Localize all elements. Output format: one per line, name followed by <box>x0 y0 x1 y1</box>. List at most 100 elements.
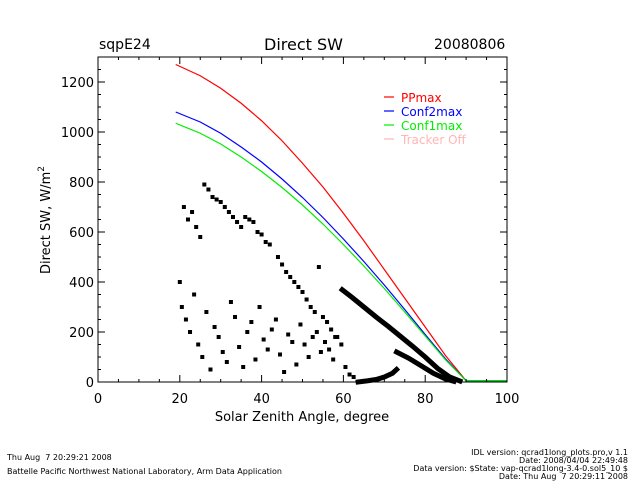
data-point <box>226 210 231 214</box>
data-point <box>177 280 182 284</box>
data-point <box>284 270 289 274</box>
data-point <box>192 292 197 297</box>
data-point <box>316 265 321 269</box>
data-point <box>335 335 340 339</box>
data-point <box>333 335 338 339</box>
curve-conf1max <box>175 122 507 382</box>
header-title: Direct SW <box>264 35 343 54</box>
data-point <box>267 242 272 247</box>
curve-conf2max <box>175 111 507 382</box>
y-tick-label: 0 <box>86 376 94 391</box>
measured-dense-series <box>338 286 464 385</box>
data-point <box>196 342 201 347</box>
y-tick-label: 1000 <box>61 126 94 141</box>
data-point <box>314 330 319 334</box>
data-layer <box>177 182 464 385</box>
header-site: sqpE24 <box>99 37 151 53</box>
data-point <box>273 317 278 322</box>
data-point <box>230 215 235 219</box>
curve-ppmax <box>175 63 507 382</box>
footer-idl-version: IDL version: qcrad1long_plots.pro,v 1.1 <box>471 448 628 457</box>
measured-dense-series <box>355 365 401 385</box>
data-point <box>253 357 258 362</box>
data-point <box>249 320 254 324</box>
data-point <box>296 285 301 289</box>
data-point <box>329 327 334 332</box>
data-point <box>181 205 186 209</box>
data-point <box>347 372 352 377</box>
data-point <box>261 337 266 342</box>
data-point <box>208 367 213 372</box>
data-point <box>247 217 252 222</box>
data-point <box>339 342 344 347</box>
data-point <box>183 317 188 322</box>
data-point <box>320 315 325 319</box>
footer-idl-date: Date: 2008/04/04 22:49:48 <box>519 456 628 465</box>
header-date: 20080806 <box>434 37 506 53</box>
data-point <box>278 352 283 357</box>
data-point <box>185 217 190 222</box>
data-point <box>288 275 293 279</box>
x-tick-label: 40 <box>253 392 270 407</box>
data-point <box>224 360 229 364</box>
data-point <box>239 225 244 229</box>
data-point <box>310 335 315 339</box>
footer-data-date: Date: Thu Aug 7 20:29:11 2008 <box>498 472 628 481</box>
measured-dense-series <box>393 348 457 385</box>
data-point <box>306 355 311 359</box>
data-point <box>214 197 219 202</box>
data-point <box>308 305 313 309</box>
y-tick-label: 800 <box>69 176 94 191</box>
footer-credit: Battelle Pacific Northwest National Labo… <box>7 467 282 476</box>
data-point <box>235 220 240 224</box>
data-point <box>275 255 280 259</box>
data-point <box>312 310 317 314</box>
data-point <box>228 300 233 304</box>
data-point <box>220 350 225 354</box>
data-point <box>204 310 209 314</box>
data-point <box>218 200 223 204</box>
data-point <box>243 215 248 219</box>
data-point <box>216 335 221 339</box>
data-point <box>210 195 215 199</box>
data-point <box>212 325 217 329</box>
data-point <box>269 327 274 332</box>
data-point <box>325 320 330 324</box>
data-point <box>222 205 227 209</box>
y-axis-label-main: Direct SW, W/m <box>39 172 54 274</box>
data-point <box>302 342 307 347</box>
legend-label: Tracker Off <box>400 133 467 147</box>
data-point <box>200 355 205 359</box>
footer-data-version: Data version: $State: vap-qcrad1long-3.4… <box>413 464 628 473</box>
y-axis-label-sup: 2 <box>37 166 47 172</box>
data-point <box>263 240 268 244</box>
y-axis-label: Direct SW, W/m2 <box>37 166 54 274</box>
data-point <box>198 235 203 239</box>
data-point <box>286 332 291 337</box>
legend-label: Conf1max <box>401 119 462 133</box>
y-tick-label: 200 <box>69 326 94 341</box>
data-point <box>318 350 323 354</box>
data-point <box>322 340 327 344</box>
x-axis-label: Solar Zenith Angle, degree <box>215 410 389 425</box>
data-point <box>245 330 250 334</box>
x-tick-label: 20 <box>172 392 189 407</box>
data-point <box>194 225 199 229</box>
legend-label: PPmax <box>401 91 442 105</box>
data-point <box>179 305 184 309</box>
data-point <box>298 322 303 327</box>
data-point <box>251 220 256 224</box>
data-point <box>292 280 297 284</box>
data-point <box>294 362 299 367</box>
data-point <box>282 370 287 374</box>
data-point <box>280 262 285 267</box>
data-point <box>331 357 336 362</box>
data-point <box>233 315 238 319</box>
x-tick-label: 0 <box>94 392 102 407</box>
data-point <box>190 210 195 214</box>
y-tick-label: 600 <box>69 226 94 241</box>
data-point <box>327 347 332 352</box>
data-point <box>237 345 242 349</box>
